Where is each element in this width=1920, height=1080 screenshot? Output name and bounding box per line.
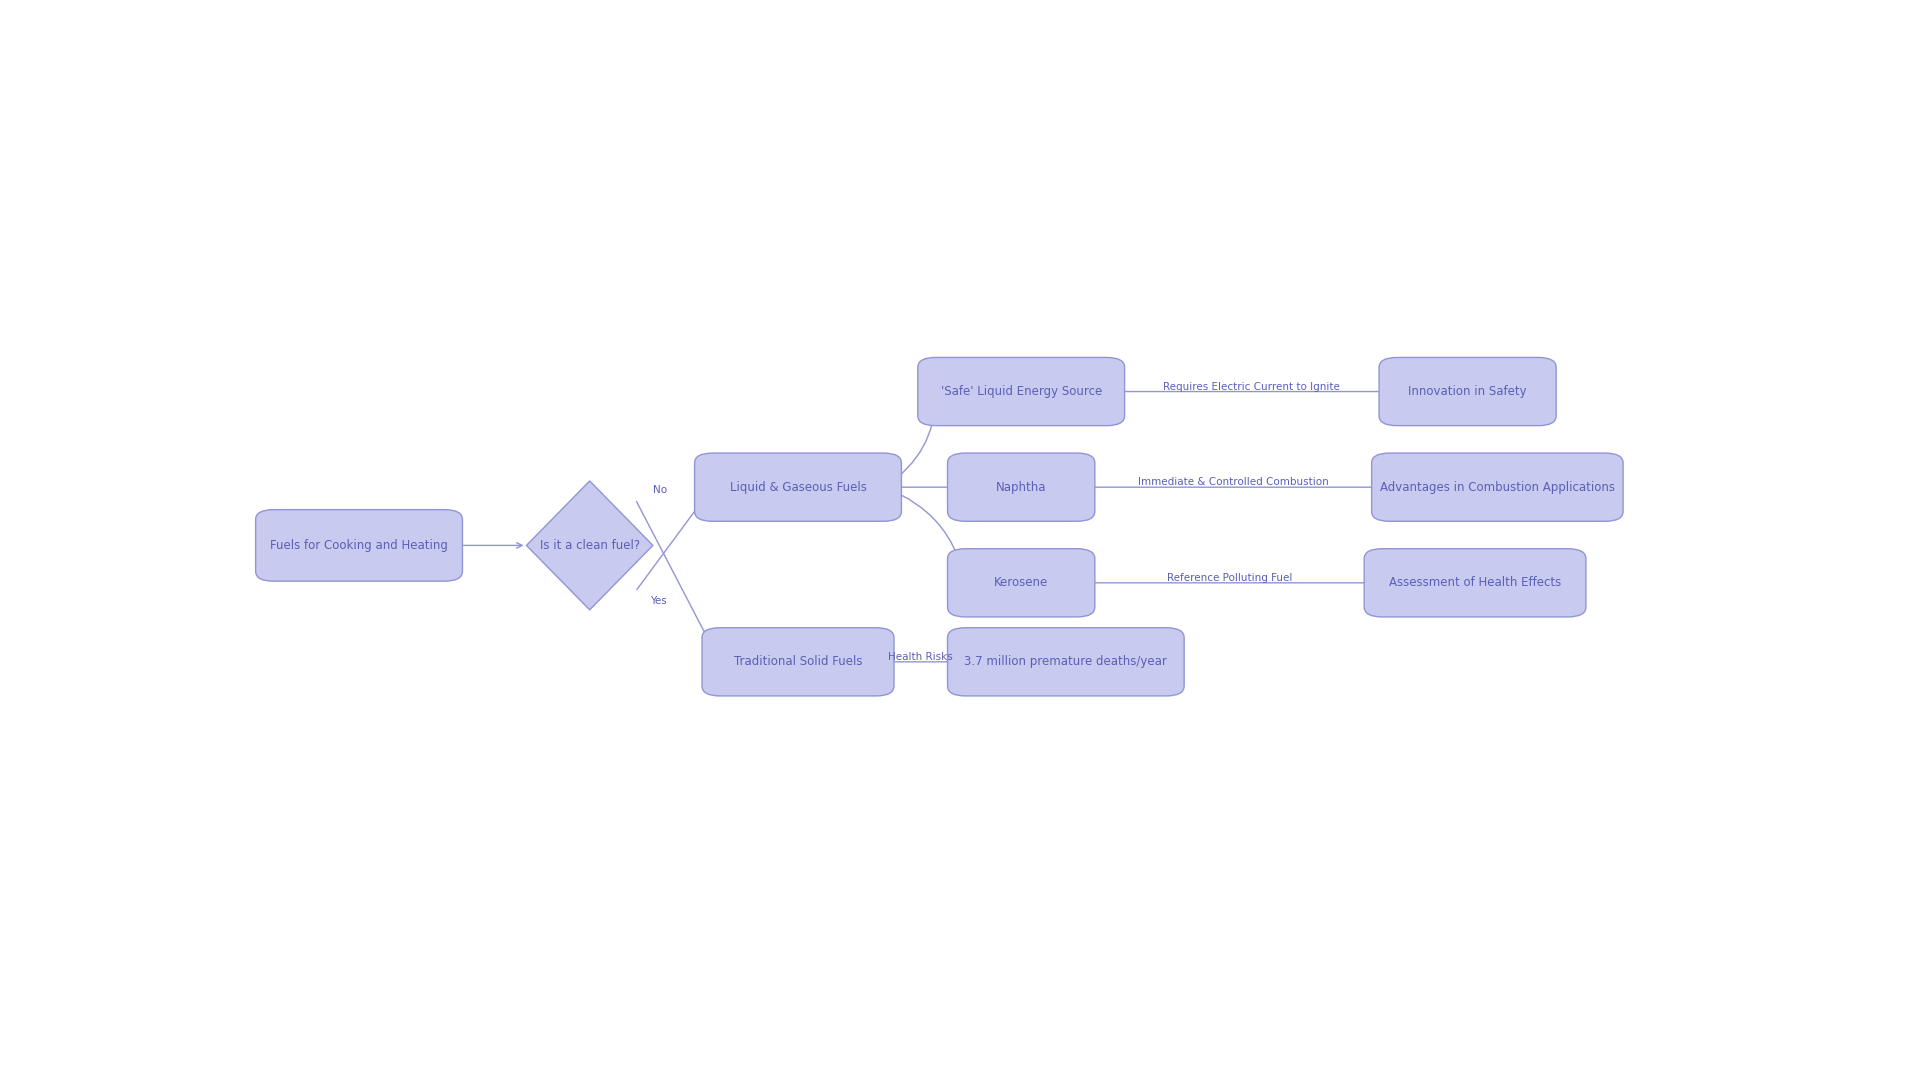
Text: Reference Polluting Fuel: Reference Polluting Fuel [1167, 572, 1292, 583]
Text: No: No [653, 485, 666, 495]
Text: Naphtha: Naphtha [996, 481, 1046, 494]
FancyBboxPatch shape [1371, 454, 1622, 522]
Text: Innovation in Safety: Innovation in Safety [1407, 386, 1526, 399]
FancyBboxPatch shape [695, 454, 900, 522]
Polygon shape [526, 481, 653, 610]
Text: Traditional Solid Fuels: Traditional Solid Fuels [733, 656, 862, 669]
Text: 'Safe' Liquid Energy Source: 'Safe' Liquid Energy Source [941, 386, 1102, 399]
FancyBboxPatch shape [948, 627, 1185, 696]
Text: Is it a clean fuel?: Is it a clean fuel? [540, 539, 639, 552]
FancyBboxPatch shape [918, 357, 1125, 426]
Text: 3.7 million premature deaths/year: 3.7 million premature deaths/year [964, 656, 1167, 669]
FancyBboxPatch shape [1379, 357, 1555, 426]
Text: Yes: Yes [651, 596, 666, 606]
FancyBboxPatch shape [255, 510, 463, 581]
Text: Liquid & Gaseous Fuels: Liquid & Gaseous Fuels [730, 481, 866, 494]
Text: Kerosene: Kerosene [995, 577, 1048, 590]
Text: Health Risks: Health Risks [889, 652, 952, 662]
Text: Immediate & Controlled Combustion: Immediate & Controlled Combustion [1139, 477, 1329, 487]
Text: Assessment of Health Effects: Assessment of Health Effects [1388, 577, 1561, 590]
FancyBboxPatch shape [948, 454, 1094, 522]
Text: Fuels for Cooking and Heating: Fuels for Cooking and Heating [271, 539, 447, 552]
FancyBboxPatch shape [948, 549, 1094, 617]
FancyBboxPatch shape [703, 627, 895, 696]
Text: Requires Electric Current to Ignite: Requires Electric Current to Ignite [1164, 381, 1340, 392]
Text: Advantages in Combustion Applications: Advantages in Combustion Applications [1380, 481, 1615, 494]
FancyBboxPatch shape [1365, 549, 1586, 617]
